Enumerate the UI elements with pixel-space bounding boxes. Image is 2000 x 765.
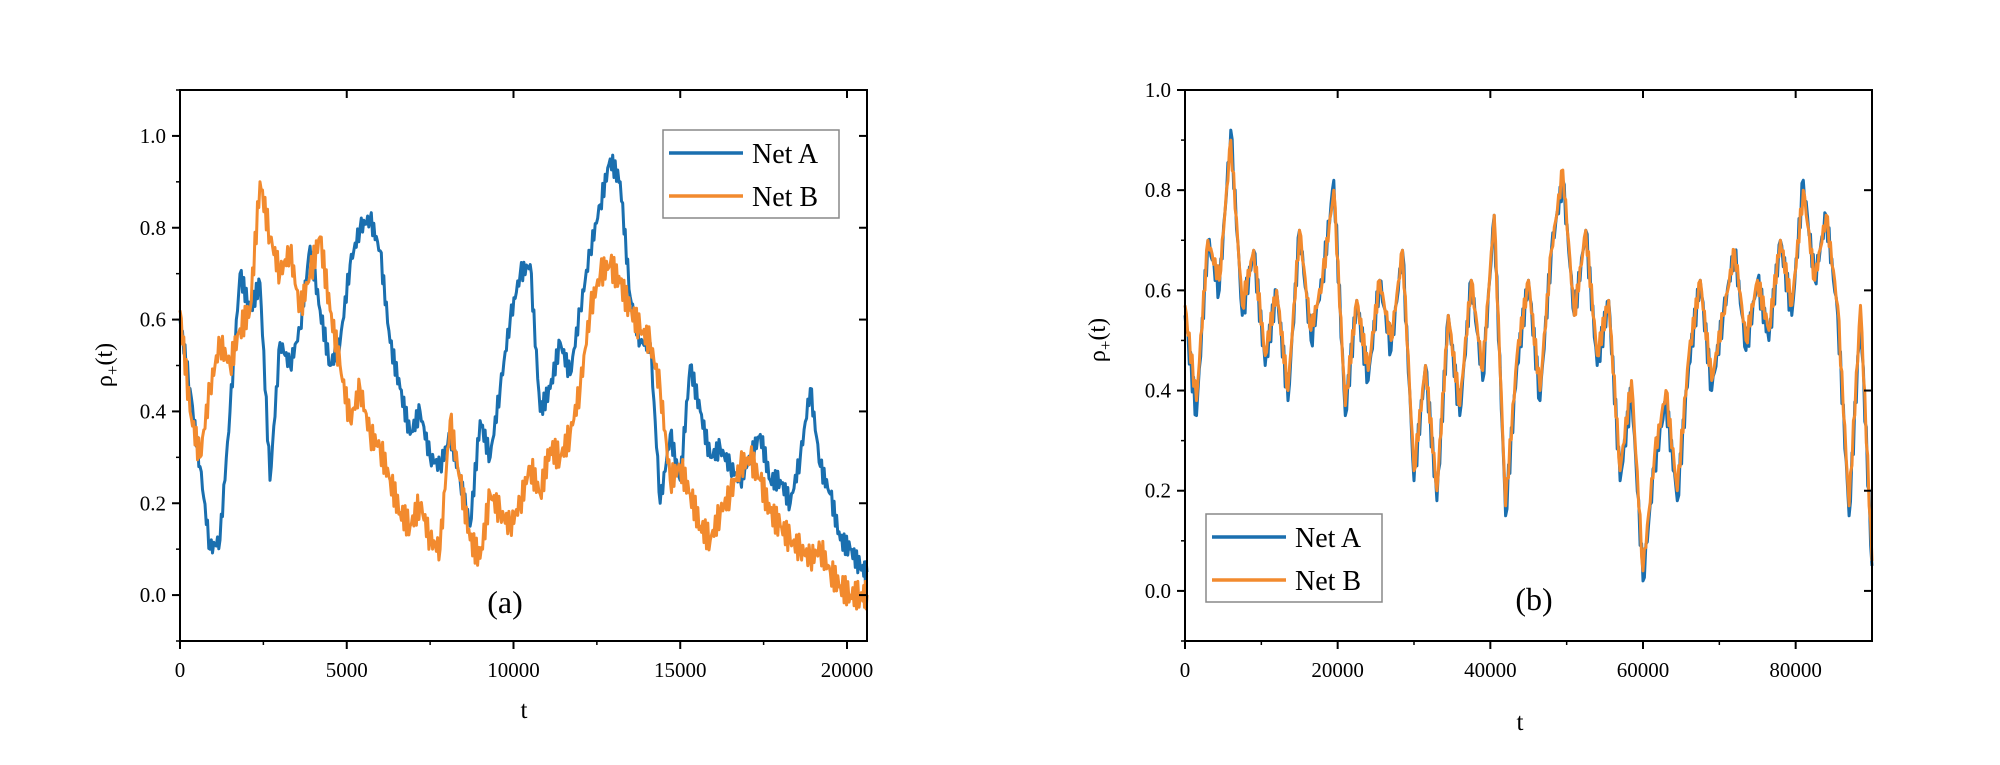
panel-a-x-tick-label: 0 <box>175 658 186 682</box>
panel-a-series-line-net-b <box>178 180 869 611</box>
panel-a-y-tick-label: 0.4 <box>140 399 167 423</box>
panel-b-y-axis-label-group: ρ+(t) <box>1085 318 1115 362</box>
panel-b-y-axis-label-main: ρ <box>1085 350 1111 362</box>
panel-a-label: (a) <box>487 584 523 620</box>
panel-b-x-tick-label: 60000 <box>1617 658 1670 682</box>
panel-b-y-tick-label: 0.6 <box>1145 278 1171 302</box>
panel-b-legend-box <box>1205 513 1383 603</box>
panel-b-y-axis-label-sub: + <box>1096 341 1115 351</box>
panel-b-x-tick-label: 80000 <box>1769 658 1822 682</box>
panel-a-legend: Net A Net B <box>662 129 840 219</box>
panel-a-y-tick-label: 0.0 <box>140 583 166 607</box>
panel-b-legend-label-net-b: Net B <box>1295 566 1361 597</box>
panel-a-y-ticks: 0.0 0.2 0.4 0.6 0.8 1.0 <box>140 89 867 642</box>
panel-a-x-tick-label: 5000 <box>326 658 368 682</box>
panel-b-series <box>1183 128 1874 583</box>
panel-b-y-axis-label-tail: (t) <box>1085 318 1111 341</box>
panel-a-y-tick-label: 0.6 <box>140 308 166 332</box>
panel-a: 0.00.20.40.60.81.0 0 5000 10000 15000 20000 … <box>92 89 873 724</box>
panel-a-x-tick-label: 20000 <box>821 658 874 682</box>
panel-a-x-tick-label: 15000 <box>654 658 707 682</box>
panel-a-x-tick-label: 10000 <box>487 658 540 682</box>
panel-a-y-tick-label: 1.0 <box>140 124 166 148</box>
panel-b-y-tick-label: 0.2 <box>1145 479 1171 503</box>
panel-b-y-tick-label: 1.0 <box>1145 78 1171 102</box>
panel-b-y-ticks: 0.0 0.2 0.4 0.6 0.8 1.0 <box>1145 78 1872 642</box>
panel-b-label: (b) <box>1515 581 1552 617</box>
panel-b-legend: Net A Net B <box>1205 513 1383 603</box>
panel-a-y-axis-label-tail: (t) <box>92 343 118 366</box>
panel-a-x-ticks: 0 5000 10000 15000 20000 <box>175 90 873 682</box>
panel-a-series-line-net-a <box>178 153 869 583</box>
svg-text:ρ+(t): ρ+(t) <box>92 343 122 387</box>
svg-text:ρ+(t): ρ+(t) <box>1085 318 1115 362</box>
panel-a-y-axis-label-group: ρ+(t) <box>92 343 122 387</box>
panel-b-series-line-net-b <box>1183 138 1874 573</box>
panel-a-x-axis-label: t <box>521 697 528 724</box>
panel-b-frame <box>1184 89 1873 642</box>
panel-b-legend-label-net-a: Net A <box>1295 523 1362 554</box>
panel-b-y-tick-label: 0.0 <box>1145 579 1171 603</box>
panel-b-x-ticks: 0 20000 40000 60000 80000 <box>1180 90 1822 682</box>
panel-b-x-tick-label: 20000 <box>1311 658 1364 682</box>
panel-b: 0.0 0.2 0.4 0.6 0.8 1.0 0 20000 40000 60000 80000… <box>1085 78 1874 736</box>
panel-a-series <box>178 153 869 611</box>
panel-a-legend-label-net-a: Net A <box>752 139 819 170</box>
panel-a-legend-label-net-b: Net B <box>752 182 818 213</box>
panel-b-y-tick-label: 0.8 <box>1145 178 1171 202</box>
panel-b-x-tick-label: 40000 <box>1464 658 1517 682</box>
panel-a-legend-box <box>662 129 840 219</box>
panel-b-x-tick-label: 0 <box>1180 658 1191 682</box>
panel-a-y-tick-label: 0.2 <box>140 491 166 515</box>
panel-a-y-tick-label: 0.8 <box>140 216 166 240</box>
panel-a-y-axis-label-main: ρ <box>92 375 118 387</box>
panel-a-y-axis-label-sub: + <box>103 366 122 376</box>
panel-b-x-axis-label: t <box>1517 709 1524 736</box>
panel-b-y-tick-label: 0.4 <box>1145 379 1172 403</box>
